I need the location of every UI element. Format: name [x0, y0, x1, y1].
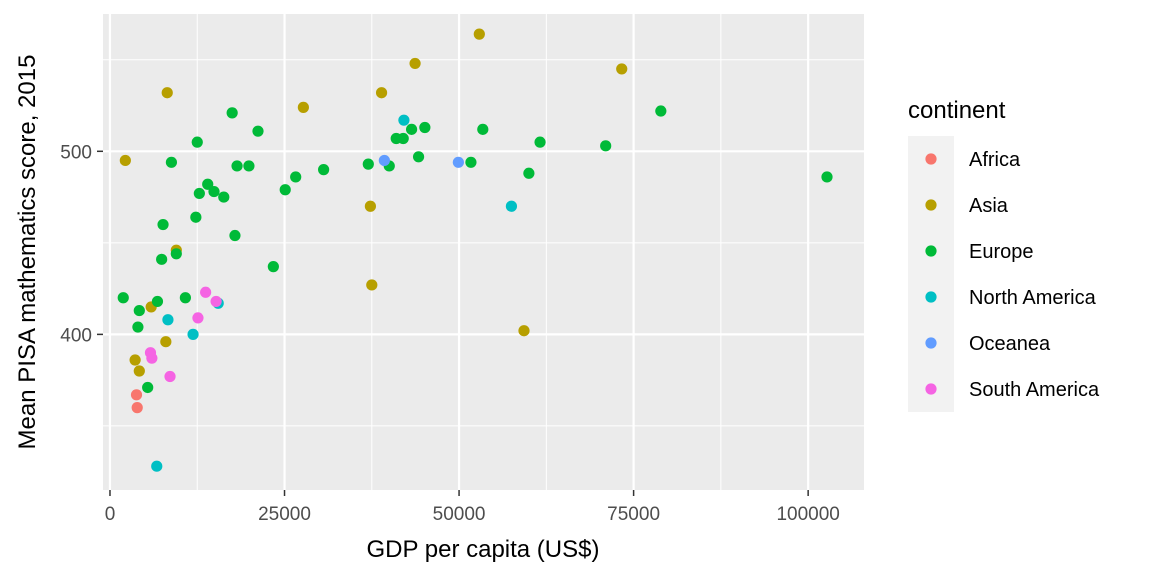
point-north-america [398, 114, 410, 126]
point-europe [405, 123, 418, 135]
point-north-america [162, 314, 174, 326]
point-africa [131, 402, 143, 414]
point-asia [160, 336, 172, 348]
x-tick-label: 0 [105, 504, 116, 525]
point-europe [267, 261, 279, 273]
point-europe [218, 191, 230, 203]
legend-label-europe: Europe [969, 241, 1034, 263]
point-south-america [200, 286, 212, 298]
point-north-america [187, 328, 199, 340]
point-europe [243, 160, 255, 172]
point-south-america [164, 370, 176, 383]
point-europe [534, 136, 546, 148]
point-asia [616, 63, 628, 75]
point-europe [412, 151, 425, 163]
point-oceanea [452, 156, 464, 168]
point-europe [179, 292, 191, 304]
point-south-america [192, 312, 204, 324]
legend-items: Africa Asia Europe North America Oceanea Sout… [925, 149, 1100, 401]
point-europe [226, 107, 238, 119]
point-europe [202, 178, 214, 190]
point-europe [655, 105, 667, 117]
legend-key-oceanea [925, 337, 937, 349]
point-europe [193, 187, 205, 200]
point-europe [229, 229, 241, 242]
point-europe [419, 121, 431, 134]
point-asia [375, 87, 388, 99]
point-asia [366, 279, 378, 291]
point-europe [523, 167, 535, 179]
x-tick-label: 50000 [433, 504, 486, 525]
point-europe [465, 156, 477, 168]
point-europe [133, 304, 145, 317]
legend-label-oceanea: Oceanea [969, 333, 1051, 355]
x-tick-label: 100000 [776, 504, 839, 525]
legend-key-south-america [925, 383, 937, 395]
point-europe [165, 156, 178, 168]
grid-minor [103, 14, 864, 490]
y-axis-title: Mean PISA mathematics score, 2015 [14, 55, 41, 450]
legend-label-asia: Asia [969, 195, 1009, 217]
point-asia [364, 200, 376, 212]
legend-key-europe [925, 245, 937, 257]
legend-title: continent [908, 97, 1006, 124]
legend-key-africa [925, 153, 937, 165]
data-points [117, 28, 833, 472]
point-asia [119, 154, 131, 167]
point-europe [142, 381, 154, 394]
point-north-america [505, 200, 518, 212]
point-europe [279, 184, 291, 196]
point-oceanea [378, 154, 390, 167]
point-south-america [210, 295, 222, 308]
point-europe [600, 140, 612, 152]
plot-panel [103, 14, 864, 490]
legend: continent Africa Asia Europe North America O… [908, 97, 1100, 412]
point-europe [397, 132, 409, 145]
point-europe [477, 123, 489, 135]
point-europe [117, 292, 129, 304]
point-europe [208, 185, 220, 198]
point-south-america [146, 352, 158, 364]
y-tick-label: 400 [60, 325, 92, 346]
legend-key-asia [925, 199, 937, 211]
legend-label-africa: Africa [969, 149, 1021, 171]
x-axis-title: GDP per capita (US$) [367, 536, 600, 563]
x-axis: 0 25000 50000 75000 100000 [105, 490, 840, 525]
point-asia [473, 28, 485, 40]
point-europe [151, 295, 164, 308]
point-asia [161, 87, 173, 99]
point-europe [290, 171, 302, 183]
point-europe [318, 164, 330, 176]
x-tick-label: 25000 [258, 504, 311, 525]
point-europe [191, 136, 203, 148]
y-axis: 400 500 [60, 142, 103, 346]
point-asia [518, 325, 530, 337]
point-asia [297, 101, 309, 113]
point-asia [133, 365, 145, 377]
point-europe [170, 248, 182, 260]
point-north-america [151, 460, 163, 472]
legend-key-north-america [925, 291, 937, 303]
point-europe [156, 253, 168, 265]
point-europe [252, 125, 264, 137]
point-europe [362, 158, 374, 170]
point-europe [190, 211, 202, 223]
grid-major [103, 14, 864, 490]
point-europe [231, 160, 243, 172]
legend-label-south-america: South America [969, 379, 1100, 401]
point-asia [409, 57, 421, 70]
x-tick-label: 75000 [607, 504, 660, 525]
point-africa [130, 389, 143, 401]
legend-label-north-america: North America [969, 287, 1097, 309]
point-europe [157, 218, 169, 231]
legend-key-background [908, 136, 954, 412]
point-europe [821, 171, 833, 183]
point-europe [132, 321, 144, 333]
point-asia [129, 354, 141, 366]
y-tick-label: 500 [60, 142, 92, 163]
